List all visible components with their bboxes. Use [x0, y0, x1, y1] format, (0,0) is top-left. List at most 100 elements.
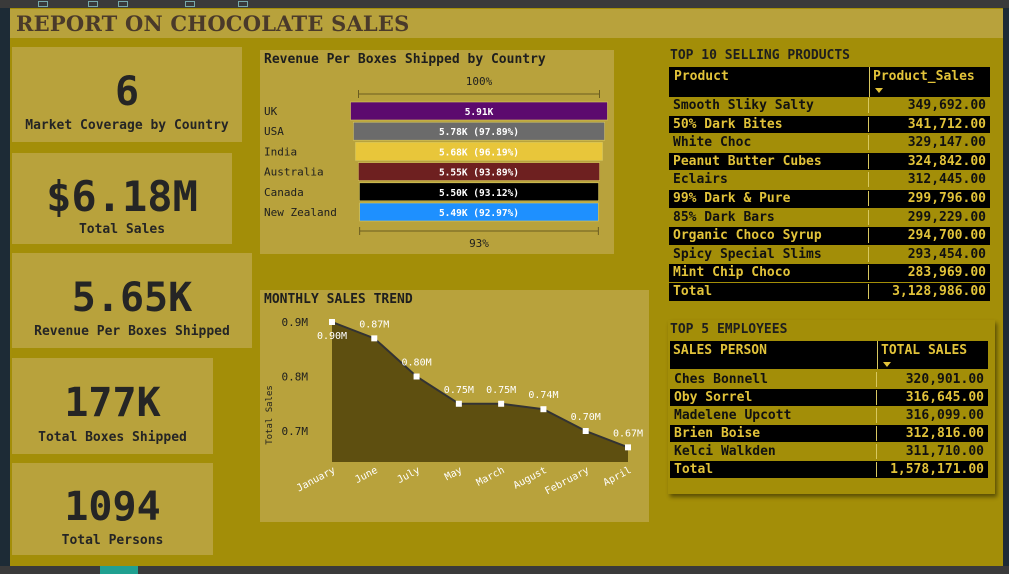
row-sales: 293,454.00: [907, 246, 986, 262]
kpi-card-total-sales[interactable]: $6.18M Total Sales: [12, 153, 232, 244]
area-data-point: [498, 400, 505, 407]
row-name: Eclairs: [669, 172, 869, 188]
table-row[interactable]: 85% Dark Bars 299,229.00: [669, 208, 990, 227]
total-value: 1,578,171.00: [890, 462, 984, 477]
area-data-label: 0.90M: [317, 331, 347, 342]
row-sales: 299,796.00: [907, 191, 986, 206]
row-sales: 312,445.00: [907, 172, 986, 188]
kpi-card-total-boxes[interactable]: 177K Total Boxes Shipped: [12, 358, 213, 454]
page-tab[interactable]: [100, 566, 138, 574]
area-fill: [332, 322, 628, 462]
table-row[interactable]: Oby Sorrel 316,645.00: [670, 389, 988, 406]
table-row[interactable]: Eclairs 312,445.00: [669, 171, 990, 189]
table-row[interactable]: Peanut Butter Cubes 324,842.00: [669, 152, 990, 171]
row-name: Kelci Walkden: [670, 444, 877, 459]
products-col-product[interactable]: Product: [674, 69, 729, 84]
funnel-bar: [358, 162, 600, 181]
products-col-sales[interactable]: Product_Sales: [873, 69, 975, 84]
funnel-bar: [350, 101, 608, 121]
area-data-point: [625, 444, 631, 451]
row-sales: 316,645.00: [905, 390, 984, 405]
funnel-chart-panel[interactable]: Revenue Per Boxes Shipped by Country 100…: [260, 50, 614, 254]
row-name: 85% Dark Bars: [669, 209, 869, 225]
area-data-point: [371, 335, 378, 342]
funnel-category-label: India: [264, 145, 297, 158]
row-sales: 283,969.00: [907, 265, 986, 281]
row-name: Brien Boise: [670, 426, 877, 441]
employees-total-row[interactable]: Total 1,578,171.00: [670, 461, 988, 478]
area-x-tick-label: May: [443, 465, 464, 483]
employees-col-sales[interactable]: TOTAL SALES: [881, 343, 968, 358]
area-chart-svg: Total Sales 0.9M 0.8M 0.7M 0.90M 0.87M 0.80M 0.…: [265, 316, 643, 497]
kpi-label: Total Persons: [61, 533, 164, 548]
row-sales: 349,692.00: [907, 98, 986, 113]
area-data-label: 0.67M: [613, 428, 643, 439]
row-sales: 329,147.00: [907, 135, 986, 151]
area-data-point: [413, 373, 420, 380]
area-series-line: [331, 321, 629, 449]
funnel-data-label: 5.78K (97.89%): [439, 127, 519, 138]
toolbar-icon[interactable]: [38, 1, 48, 7]
products-total-row[interactable]: Total 3,128,986.00: [669, 283, 990, 301]
products-table-title: TOP 10 SELLING PRODUCTS: [670, 48, 851, 63]
sort-desc-icon[interactable]: [883, 362, 891, 367]
table-row[interactable]: White Choc 329,147.00: [669, 134, 990, 152]
kpi-card-revenue-per-box[interactable]: 5.65K Revenue Per Boxes Shipped: [12, 253, 252, 348]
products-table-header: Product Product_Sales: [669, 67, 990, 97]
table-row[interactable]: Organic Choco Syrup 294,700.00: [669, 227, 990, 245]
row-name: Oby Sorrel: [670, 390, 877, 405]
funnel-data-label: 5.49K (92.97%): [439, 208, 519, 219]
area-x-tick-label: July: [396, 465, 422, 486]
title-band: REPORT ON CHOCOLATE SALES: [10, 9, 1003, 38]
kpi-card-total-persons[interactable]: 1094 Total Persons: [12, 463, 213, 555]
area-data-label: 0.74M: [528, 390, 558, 401]
funnel-category-label: Canada: [264, 186, 304, 199]
toolbar-icon[interactable]: [88, 1, 98, 7]
table-row[interactable]: Spicy Special Slims 293,454.00: [669, 245, 990, 264]
employees-table-header: SALES PERSON TOTAL SALES: [670, 341, 988, 369]
products-table[interactable]: Product Product_Sales Smooth Sliky Salty…: [669, 67, 990, 303]
table-row[interactable]: Mint Chip Choco 283,969.00: [669, 264, 990, 282]
table-row[interactable]: Kelci Walkden 311,710.00: [670, 443, 988, 460]
row-name: Smooth Sliky Salty: [669, 98, 869, 113]
area-data-point: [582, 428, 589, 434]
kpi-card-market-coverage[interactable]: 6 Market Coverage by Country: [12, 47, 242, 142]
table-row[interactable]: Smooth Sliky Salty 349,692.00: [669, 97, 990, 115]
funnel-chart-title: Revenue Per Boxes Shipped by Country: [264, 52, 546, 67]
area-data-label: 0.75M: [444, 385, 474, 396]
kpi-value: 6: [114, 69, 140, 115]
table-row[interactable]: Ches Bonnell 320,901.00: [670, 371, 988, 388]
employees-col-person[interactable]: SALES PERSON: [673, 343, 767, 358]
funnel-bar: [353, 121, 605, 141]
toolbar-icon[interactable]: [118, 1, 128, 7]
area-data-label: 0.80M: [402, 358, 432, 369]
funnel-category-label: Australia: [264, 166, 324, 179]
kpi-label: Total Boxes Shipped: [38, 430, 187, 445]
row-name: 99% Dark & Pure: [669, 191, 869, 206]
employees-table[interactable]: SALES PERSON TOTAL SALES Ches Bonnell 320…: [670, 341, 988, 479]
funnel-category-label: New Zealand: [264, 206, 337, 219]
row-name: Spicy Special Slims: [669, 246, 869, 262]
area-data-label: 0.70M: [571, 412, 601, 423]
kpi-label: Revenue Per Boxes Shipped: [34, 324, 230, 339]
window-top-bar: [0, 0, 1009, 8]
row-sales: 316,099.00: [905, 408, 984, 423]
table-row[interactable]: Madelene Upcott 316,099.00: [670, 407, 988, 424]
sort-desc-icon[interactable]: [875, 88, 883, 93]
row-sales: 311,710.00: [905, 444, 984, 459]
area-chart-panel[interactable]: MONTHLY SALES TREND Total Sales 0.9M 0.8M 0…: [260, 290, 649, 522]
employees-table-title: TOP 5 EMPLOYEES: [670, 322, 788, 337]
kpi-value: 5.65K: [71, 275, 193, 321]
funnel-category-label: UK: [264, 105, 278, 118]
total-label: Total: [670, 462, 877, 477]
toolbar-icon[interactable]: [238, 1, 248, 7]
table-row[interactable]: Brien Boise 312,816.00: [670, 425, 988, 442]
area-y-tick-label: 0.8M: [282, 371, 309, 384]
kpi-value: $6.18M: [46, 172, 198, 221]
funnel-data-label: 5.68K (96.19%): [439, 147, 519, 158]
area-x-tick-label: June: [353, 465, 379, 486]
table-row[interactable]: 99% Dark & Pure 299,796.00: [669, 190, 990, 208]
row-name: 50% Dark Bites: [669, 116, 869, 132]
table-row[interactable]: 50% Dark Bites 341,712.00: [669, 115, 990, 134]
toolbar-icon[interactable]: [185, 1, 195, 7]
